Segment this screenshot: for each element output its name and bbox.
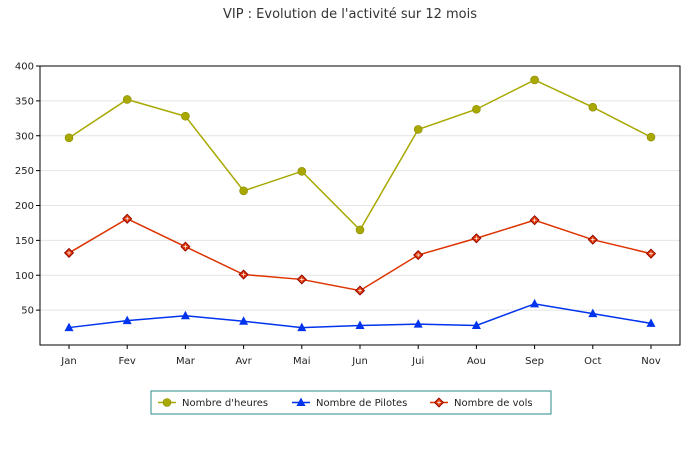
x-tick-label: Oct [584, 356, 601, 367]
y-tick-label: 200 [15, 201, 34, 212]
x-tick-label: Mar [176, 356, 196, 367]
x-tick-label: Sep [525, 356, 544, 367]
data-point [64, 322, 74, 332]
data-point [181, 111, 190, 121]
data-point [646, 318, 656, 327]
data-point [529, 215, 540, 226]
legend-entry: Nombre de vols [430, 397, 533, 409]
series-group [63, 75, 657, 332]
legend-marker [296, 397, 306, 406]
data-point [588, 102, 598, 112]
data-point [239, 186, 248, 196]
legend: Nombre d'heures Nombre de Pilotes Nombre d… [150, 390, 552, 415]
data-point [238, 269, 249, 280]
y-tick-label: 300 [15, 131, 34, 142]
data-point [354, 285, 366, 296]
data-point [122, 95, 132, 104]
x-tick-label: Fev [119, 356, 136, 367]
legend-label: Nombre de vols [454, 398, 533, 409]
series-1 [64, 75, 656, 235]
data-point [296, 274, 307, 285]
y-tick-label: 350 [15, 96, 34, 107]
legend-label: Nombre d'heures [182, 398, 268, 409]
series-3 [63, 213, 657, 296]
x-tick-label: Mai [293, 356, 311, 367]
grid [40, 100, 680, 311]
data-point [530, 75, 539, 85]
x-tick-label: Avr [235, 356, 252, 367]
legend-entry: Nombre de Pilotes [292, 397, 407, 409]
data-point [472, 104, 481, 114]
legend-box [150, 390, 552, 415]
data-point [297, 167, 307, 176]
data-point [180, 241, 191, 252]
y-tick-label: 50 [21, 306, 34, 317]
x-axis: Jan Fev Mar Avr Mai Jun Jui Aou Sep Oct Nov [60, 345, 661, 367]
y-tick-label: 150 [15, 236, 34, 247]
data-point [239, 316, 249, 325]
x-tick-label: Jui [411, 356, 424, 367]
data-point [587, 234, 598, 245]
x-tick-label: Jun [351, 356, 368, 367]
legend-entry: Nombre d'heures [158, 398, 268, 409]
y-tick-label: 250 [15, 166, 34, 177]
y-tick-label: 100 [15, 271, 34, 282]
data-point [588, 308, 598, 318]
data-point [122, 213, 133, 224]
legend-marker [162, 398, 172, 407]
data-point [413, 249, 424, 261]
data-point [355, 225, 365, 235]
data-point [645, 248, 657, 259]
data-point [297, 322, 307, 332]
data-point [122, 315, 132, 325]
data-point [64, 133, 74, 143]
y-axis: 50 100 150 200 250 300 350 400 [15, 62, 40, 317]
data-point [530, 298, 540, 308]
legend-label: Nombre de Pilotes [316, 398, 407, 409]
data-point [471, 233, 482, 244]
x-tick-label: Nov [641, 356, 661, 367]
x-tick-label: Jan [60, 356, 76, 367]
data-point [355, 320, 365, 329]
series-line [68, 79, 652, 232]
data-point [413, 319, 423, 328]
y-tick-label: 400 [15, 62, 34, 73]
series-2 [64, 298, 656, 332]
x-tick-label: Aou [467, 356, 486, 367]
data-point [180, 310, 190, 320]
legend-marker [433, 397, 445, 408]
data-point [471, 320, 481, 329]
data-point [646, 132, 656, 142]
data-point [413, 125, 423, 134]
data-point [63, 247, 75, 258]
chart-title: VIP : Evolution de l'activité sur 12 moi… [223, 7, 477, 22]
